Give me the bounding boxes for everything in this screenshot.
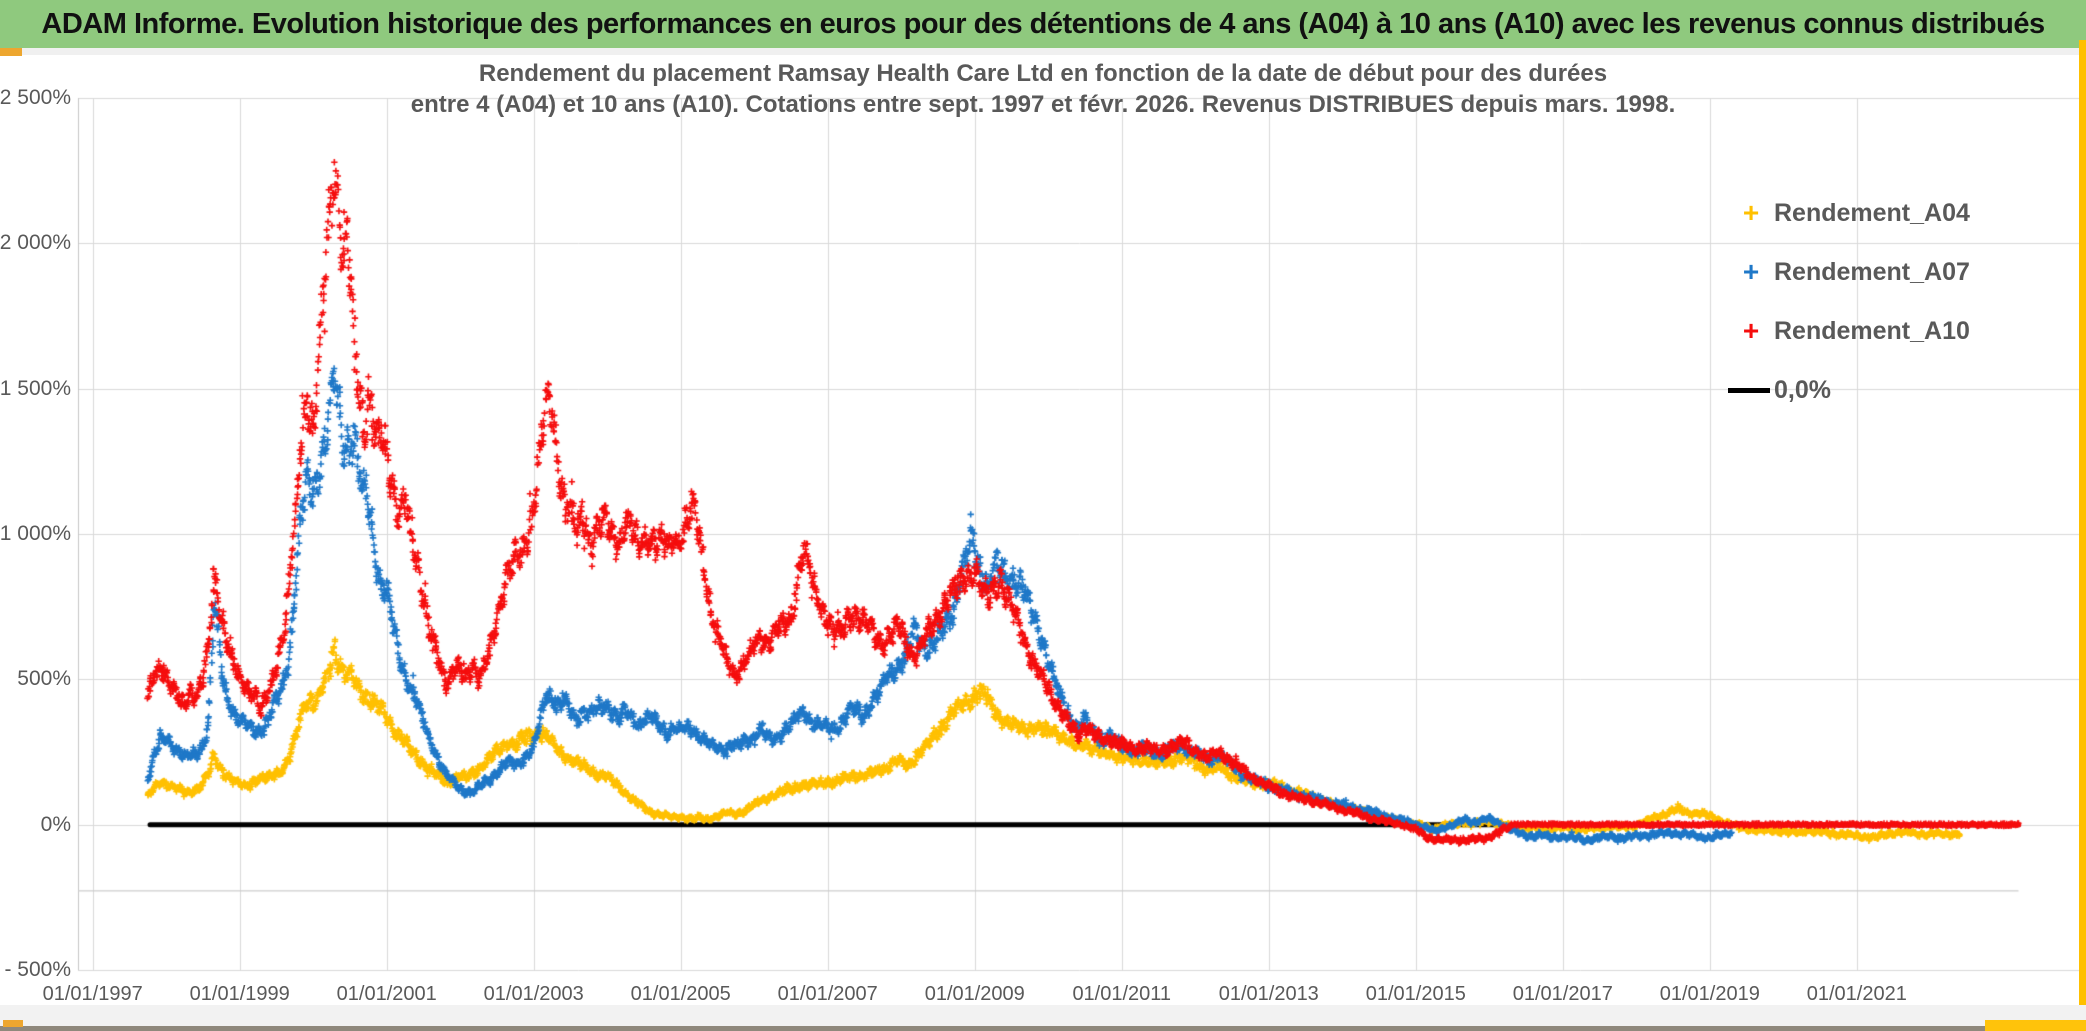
legend-label: 0,0% [1774, 375, 1831, 404]
x-axis-tick-label: 01/01/2015 [1365, 983, 1466, 1005]
chart-title: Rendement du placement Ramsay Health Car… [383, 58, 1703, 120]
footer-left-accent [3, 1020, 23, 1027]
y-axis-tick-label: 2 000% [0, 231, 71, 255]
y-axis-tick-label: 2 500% [0, 86, 71, 109]
x-axis-tick-label: 01/01/1997 [42, 983, 143, 1005]
x-axis-tick-label: 01/01/2013 [1218, 983, 1319, 1005]
header-divider [0, 48, 2086, 55]
x-axis-tick-label: 01/01/2019 [1659, 983, 1760, 1005]
plus-marker-icon: + [1742, 256, 1760, 287]
report-title: ADAM Informe. Evolution historique des p… [41, 7, 2045, 40]
header-left-accent [0, 48, 22, 56]
x-axis-tick-label: 01/01/2021 [1806, 983, 1907, 1005]
x-axis-tick-label: 01/01/2001 [336, 983, 437, 1005]
x-axis-tick-label: 01/01/2003 [483, 983, 584, 1005]
chart-title-line1: Rendement du placement Ramsay Health Car… [478, 60, 1608, 87]
zero-line-swatch [1728, 387, 1770, 393]
x-axis-tick-label: 01/01/2007 [777, 983, 878, 1005]
legend-label: Rendement_A10 [1774, 316, 1970, 345]
legend-label: Rendement_A07 [1774, 257, 1970, 286]
x-axis-tick-label: 01/01/2005 [630, 983, 731, 1005]
right-border-strip [2079, 40, 2086, 1031]
x-axis-tick-label: 01/01/2017 [1512, 983, 1613, 1005]
y-axis-tick-label: 1 000% [0, 522, 71, 545]
report-header-bar: ADAM Informe. Evolution historique des p… [0, 0, 2086, 48]
legend-label: Rendement_A04 [1774, 198, 1970, 227]
y-axis-tick-label: 1 500% [0, 376, 71, 400]
y-axis-tick-label: - 500% [4, 958, 71, 981]
legend-item-rendement-a10[interactable]: + Rendement_A10 [1728, 315, 1970, 347]
legend-item-rendement-a04[interactable]: + Rendement_A04 [1728, 197, 1970, 229]
chart-title-line2: entre 4 (A04) et 10 ans (A10). Cotations… [410, 91, 1676, 118]
footer-strip [0, 1005, 2086, 1026]
x-axis-tick-label: 01/01/2009 [924, 983, 1025, 1005]
plus-marker-icon: + [1742, 197, 1760, 228]
x-axis-tick-label: 01/01/2011 [1072, 983, 1172, 1005]
x-axis-tick-label: 01/01/1999 [189, 983, 290, 1005]
y-axis-tick-label: 0% [40, 812, 71, 836]
legend-item-0-0-[interactable]: 0,0% [1728, 374, 1831, 406]
legend-item-rendement-a07[interactable]: + Rendement_A07 [1728, 256, 1970, 288]
y-axis-tick-label: 500% [17, 667, 71, 691]
footer-line [0, 1026, 2086, 1031]
footer-right-accent [1985, 1020, 2086, 1031]
plus-marker-icon: + [1742, 315, 1760, 346]
